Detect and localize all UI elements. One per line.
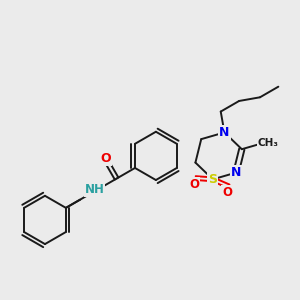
Text: N: N [219, 126, 230, 139]
Text: NH: NH [85, 183, 104, 196]
Text: N: N [231, 166, 241, 179]
Text: S: S [208, 173, 217, 186]
Text: CH₃: CH₃ [258, 138, 279, 148]
Text: O: O [100, 152, 111, 165]
Text: O: O [222, 186, 232, 199]
Text: O: O [189, 178, 199, 191]
